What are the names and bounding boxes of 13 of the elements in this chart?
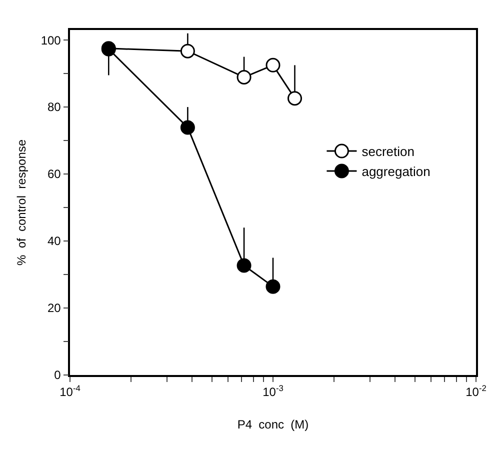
- x-tick-label: 10$^{-4}$: [60, 383, 81, 400]
- x-tick-label: 10$^{-2}$: [466, 383, 487, 400]
- y-tick-label: 20: [47, 301, 62, 316]
- legend-label: aggregation: [362, 164, 430, 180]
- y-tick-label: 40: [47, 234, 62, 248]
- legend-label: secretion: [362, 144, 414, 160]
- y-tick-label: 60: [47, 167, 62, 182]
- y-tick-label: 0: [54, 368, 62, 382]
- y-tick-label: 80: [47, 100, 62, 114]
- x-tick-label: 10$^{-3}$: [262, 383, 284, 400]
- x-axis-title: P4 conc (M): [237, 418, 309, 432]
- y-axis-title: % of control response: [14, 139, 29, 266]
- y-tick-label: 100: [40, 33, 62, 48]
